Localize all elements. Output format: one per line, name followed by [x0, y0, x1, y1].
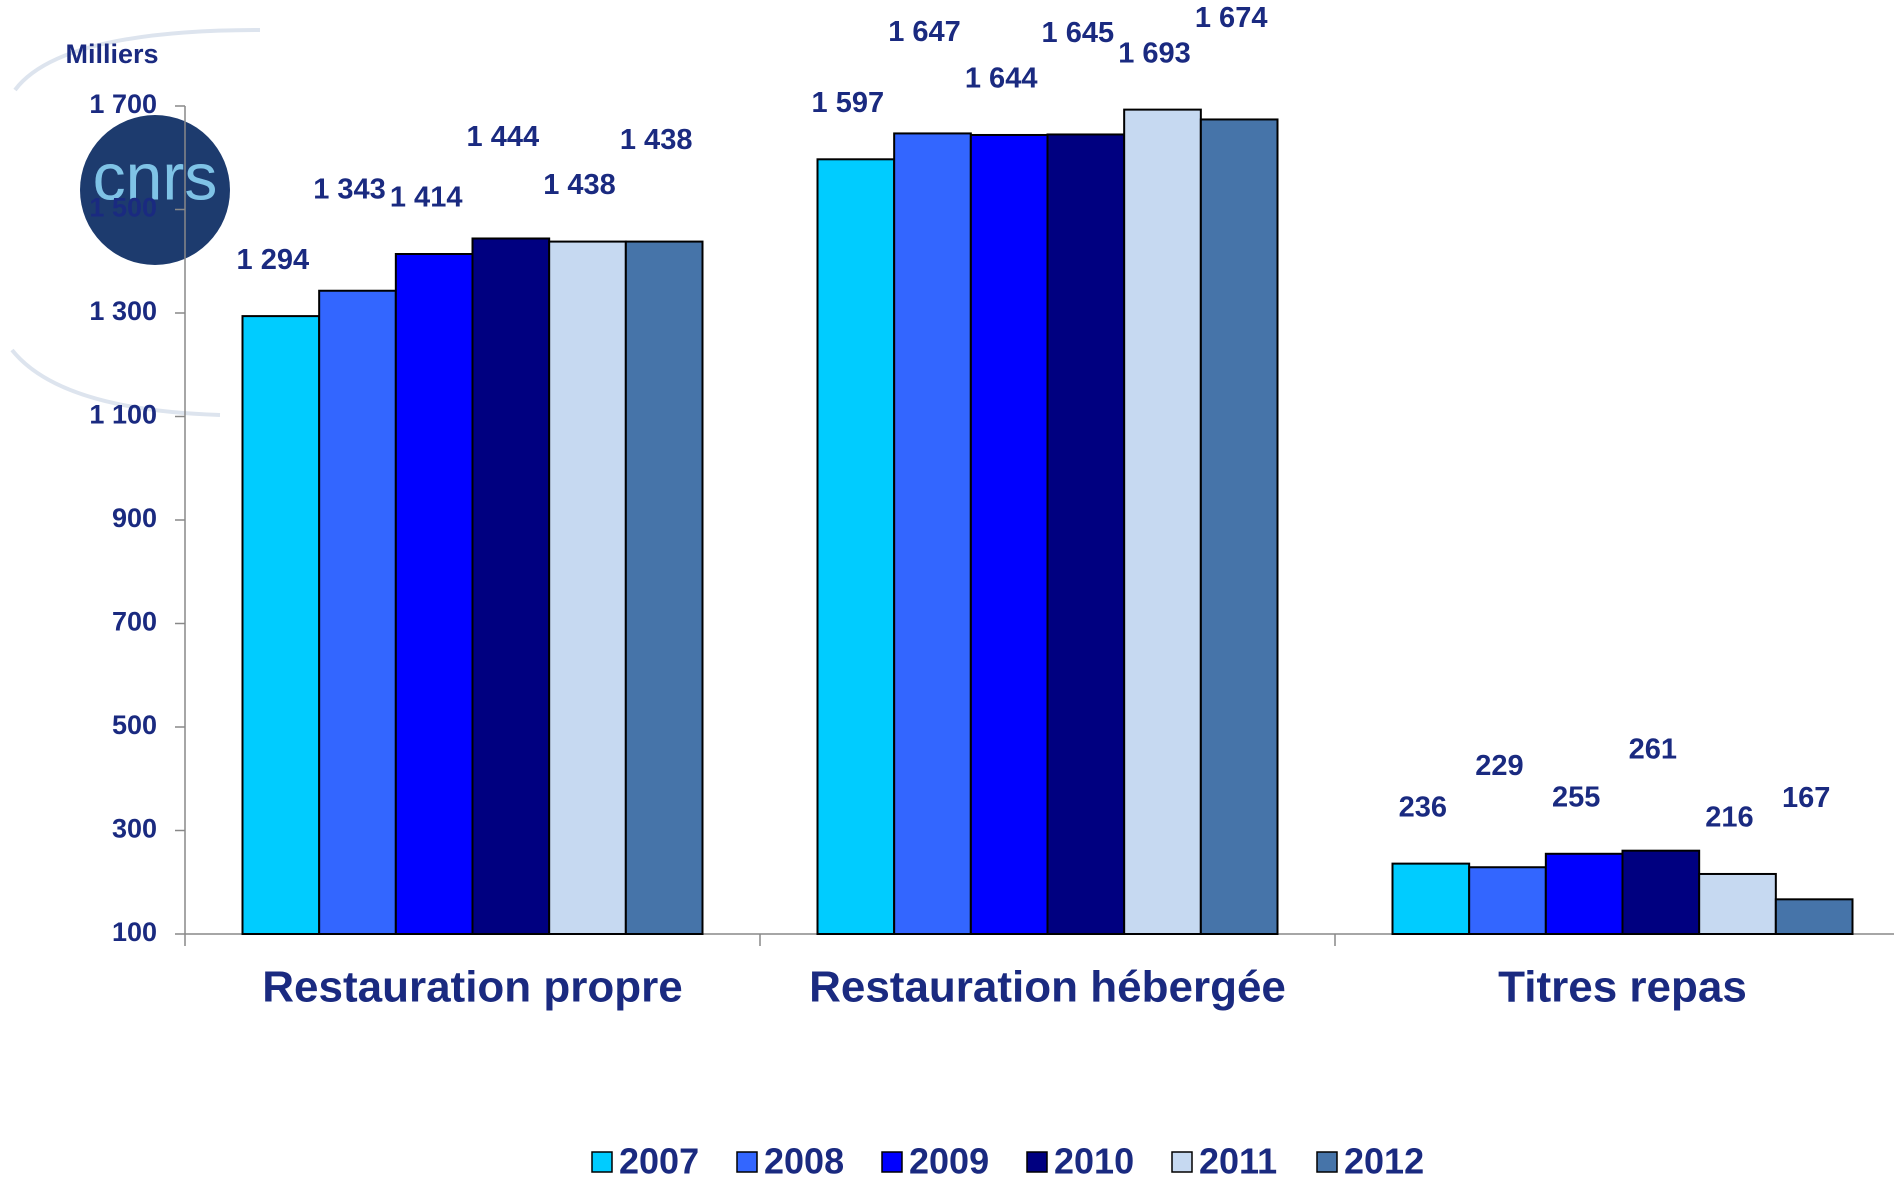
value-label: 1 674	[1195, 2, 1268, 34]
legend-label: 2012	[1344, 1141, 1424, 1180]
legend-swatch	[736, 1151, 758, 1173]
bar	[1621, 849, 1701, 935]
bar	[318, 289, 397, 935]
legend-label: 2008	[764, 1141, 844, 1180]
value-label: 1 294	[237, 244, 310, 276]
value-label: 261	[1629, 733, 1677, 765]
legend-swatch	[1026, 1151, 1048, 1173]
logo-text: cnrs	[93, 139, 218, 213]
value-label: 1 647	[888, 16, 961, 48]
legend-swatch	[1316, 1151, 1338, 1173]
bar	[893, 132, 972, 936]
value-label: 236	[1399, 791, 1447, 823]
y-tick-label: 1 300	[89, 296, 157, 326]
y-axis-label: Milliers	[65, 39, 158, 69]
bar	[969, 133, 1049, 936]
value-label: 255	[1552, 781, 1600, 813]
value-label: 167	[1782, 782, 1830, 814]
y-tick-label: 700	[112, 607, 157, 637]
category-label: Restauration hébergée	[809, 963, 1286, 1012]
bar	[624, 240, 704, 935]
logo-disc	[80, 115, 230, 265]
value-label: 1 644	[965, 63, 1038, 95]
legend-label: 2011	[1199, 1141, 1277, 1180]
value-label: 1 444	[467, 121, 540, 153]
y-tick-label: 900	[112, 503, 157, 533]
value-label: 216	[1705, 802, 1753, 834]
bar	[1774, 898, 1854, 936]
category-label: Restauration propre	[262, 963, 683, 1012]
logo-swoosh	[10, 28, 261, 417]
y-tick-label: 1 700	[89, 89, 157, 119]
bar	[816, 158, 896, 936]
legend-label: 2010	[1054, 1141, 1134, 1180]
y-tick-label: 1 500	[89, 193, 157, 223]
legend-swatch	[1171, 1151, 1193, 1173]
bar	[1199, 118, 1279, 935]
legend-swatch	[881, 1151, 903, 1173]
value-label: 1 645	[1042, 17, 1115, 49]
value-label: 1 693	[1118, 37, 1191, 69]
value-label: 1 438	[620, 124, 693, 156]
category-label: Titres repas	[1498, 963, 1747, 1012]
bar	[1544, 852, 1624, 935]
value-label: 1 438	[543, 169, 616, 201]
bar	[1046, 133, 1126, 935]
bar	[1698, 872, 1777, 935]
y-tick-label: 1 100	[89, 400, 157, 430]
legend-label: 2009	[909, 1141, 989, 1180]
legend-label: 2007	[619, 1141, 699, 1180]
y-tick-label: 300	[112, 814, 157, 844]
y-tick-label: 100	[112, 917, 157, 947]
bar	[1123, 108, 1202, 935]
bar	[471, 237, 551, 936]
bar	[394, 253, 474, 935]
value-label: 1 343	[313, 173, 386, 205]
bar	[1468, 866, 1547, 935]
value-label: 1 414	[390, 182, 463, 214]
value-label: 1 597	[812, 87, 885, 119]
y-tick-label: 500	[112, 710, 157, 740]
bar	[241, 315, 321, 936]
value-label: 229	[1475, 750, 1523, 782]
bar	[1391, 862, 1471, 935]
legend-swatch	[591, 1151, 613, 1173]
bar	[548, 240, 627, 935]
